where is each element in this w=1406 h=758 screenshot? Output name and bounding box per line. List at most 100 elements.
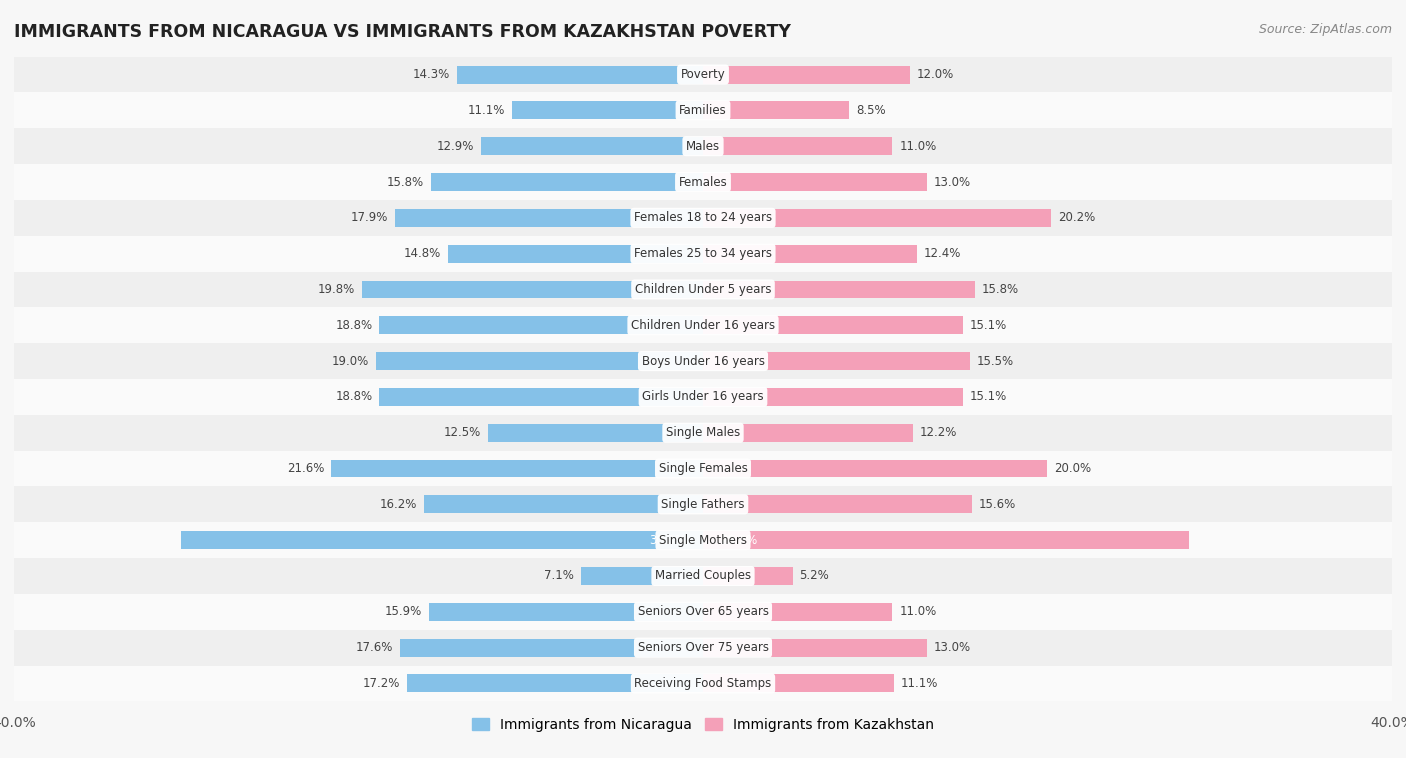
Bar bbox=[703, 496, 972, 513]
Bar bbox=[14, 630, 1392, 666]
Bar bbox=[449, 245, 703, 262]
Text: 14.3%: 14.3% bbox=[412, 68, 450, 81]
Text: 12.2%: 12.2% bbox=[920, 426, 957, 439]
Text: Receiving Food Stamps: Receiving Food Stamps bbox=[634, 677, 772, 690]
Text: 30.3%: 30.3% bbox=[648, 534, 686, 547]
Bar bbox=[14, 128, 1392, 164]
Text: 7.1%: 7.1% bbox=[544, 569, 574, 582]
Bar bbox=[703, 388, 963, 406]
Bar bbox=[703, 245, 917, 262]
Bar bbox=[581, 567, 703, 585]
Text: 20.0%: 20.0% bbox=[1054, 462, 1091, 475]
Bar bbox=[14, 92, 1392, 128]
Bar bbox=[703, 280, 976, 299]
Text: Females 25 to 34 years: Females 25 to 34 years bbox=[634, 247, 772, 260]
Bar bbox=[457, 66, 703, 83]
Text: 12.9%: 12.9% bbox=[436, 139, 474, 152]
Text: 15.1%: 15.1% bbox=[970, 319, 1007, 332]
Bar bbox=[14, 379, 1392, 415]
Bar bbox=[14, 415, 1392, 451]
Text: 5.2%: 5.2% bbox=[800, 569, 830, 582]
Text: 15.9%: 15.9% bbox=[385, 606, 422, 619]
Text: Single Males: Single Males bbox=[666, 426, 740, 439]
Bar bbox=[703, 173, 927, 191]
Bar bbox=[14, 164, 1392, 200]
Text: 15.6%: 15.6% bbox=[979, 498, 1015, 511]
Text: Seniors Over 75 years: Seniors Over 75 years bbox=[637, 641, 769, 654]
Bar bbox=[380, 316, 703, 334]
Text: 20.2%: 20.2% bbox=[1057, 211, 1095, 224]
Bar bbox=[14, 343, 1392, 379]
Text: 18.8%: 18.8% bbox=[335, 319, 373, 332]
Bar bbox=[14, 522, 1392, 558]
Bar bbox=[703, 424, 912, 442]
Bar bbox=[14, 594, 1392, 630]
Text: Married Couples: Married Couples bbox=[655, 569, 751, 582]
Bar bbox=[703, 316, 963, 334]
Bar bbox=[406, 675, 703, 692]
Bar bbox=[14, 307, 1392, 343]
Bar bbox=[703, 66, 910, 83]
Text: IMMIGRANTS FROM NICARAGUA VS IMMIGRANTS FROM KAZAKHSTAN POVERTY: IMMIGRANTS FROM NICARAGUA VS IMMIGRANTS … bbox=[14, 23, 792, 41]
Text: 14.8%: 14.8% bbox=[404, 247, 441, 260]
Bar bbox=[399, 639, 703, 656]
Text: 11.0%: 11.0% bbox=[900, 606, 936, 619]
Bar bbox=[375, 352, 703, 370]
Bar bbox=[395, 209, 703, 227]
Text: 21.6%: 21.6% bbox=[287, 462, 323, 475]
Text: 28.2%: 28.2% bbox=[720, 534, 758, 547]
Legend: Immigrants from Nicaragua, Immigrants from Kazakhstan: Immigrants from Nicaragua, Immigrants fr… bbox=[467, 712, 939, 737]
Text: Single Fathers: Single Fathers bbox=[661, 498, 745, 511]
Bar bbox=[429, 603, 703, 621]
Text: Families: Families bbox=[679, 104, 727, 117]
Text: 17.2%: 17.2% bbox=[363, 677, 399, 690]
Text: 15.8%: 15.8% bbox=[981, 283, 1019, 296]
Text: 12.0%: 12.0% bbox=[917, 68, 953, 81]
Text: 11.1%: 11.1% bbox=[901, 677, 938, 690]
Bar bbox=[703, 675, 894, 692]
Text: Poverty: Poverty bbox=[681, 68, 725, 81]
Text: Source: ZipAtlas.com: Source: ZipAtlas.com bbox=[1258, 23, 1392, 36]
Bar bbox=[703, 352, 970, 370]
Text: Boys Under 16 years: Boys Under 16 years bbox=[641, 355, 765, 368]
Text: 12.5%: 12.5% bbox=[443, 426, 481, 439]
Text: 11.0%: 11.0% bbox=[900, 139, 936, 152]
Bar bbox=[703, 531, 1188, 549]
Text: 11.1%: 11.1% bbox=[468, 104, 505, 117]
Bar bbox=[430, 173, 703, 191]
Bar bbox=[488, 424, 703, 442]
Text: Seniors Over 65 years: Seniors Over 65 years bbox=[637, 606, 769, 619]
Bar bbox=[512, 102, 703, 119]
Text: 17.9%: 17.9% bbox=[350, 211, 388, 224]
Text: 13.0%: 13.0% bbox=[934, 641, 972, 654]
Text: 15.8%: 15.8% bbox=[387, 176, 425, 189]
Text: 17.6%: 17.6% bbox=[356, 641, 392, 654]
Bar bbox=[361, 280, 703, 299]
Text: 8.5%: 8.5% bbox=[856, 104, 886, 117]
Bar bbox=[181, 531, 703, 549]
Bar bbox=[330, 459, 703, 478]
Text: 16.2%: 16.2% bbox=[380, 498, 418, 511]
Bar bbox=[703, 639, 927, 656]
Text: 19.8%: 19.8% bbox=[318, 283, 356, 296]
Text: 13.0%: 13.0% bbox=[934, 176, 972, 189]
Bar bbox=[703, 567, 793, 585]
Text: Girls Under 16 years: Girls Under 16 years bbox=[643, 390, 763, 403]
Bar bbox=[14, 666, 1392, 701]
Bar bbox=[703, 209, 1050, 227]
Bar bbox=[425, 496, 703, 513]
Text: 12.4%: 12.4% bbox=[924, 247, 960, 260]
Text: Males: Males bbox=[686, 139, 720, 152]
Bar bbox=[703, 459, 1047, 478]
Bar bbox=[481, 137, 703, 155]
Text: Females: Females bbox=[679, 176, 727, 189]
Text: 19.0%: 19.0% bbox=[332, 355, 368, 368]
Bar bbox=[14, 236, 1392, 271]
Bar bbox=[703, 137, 893, 155]
Text: 18.8%: 18.8% bbox=[335, 390, 373, 403]
Bar bbox=[14, 558, 1392, 594]
Bar bbox=[380, 388, 703, 406]
Bar bbox=[14, 451, 1392, 487]
Bar bbox=[14, 271, 1392, 307]
Bar bbox=[703, 603, 893, 621]
